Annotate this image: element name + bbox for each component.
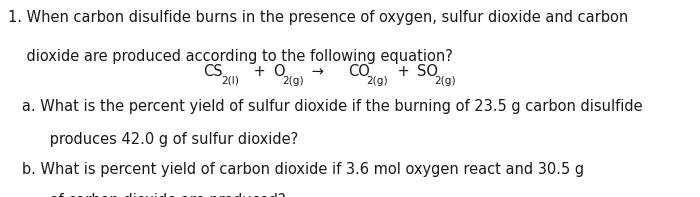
Text: +: + (249, 64, 271, 79)
Text: →: → (307, 64, 328, 79)
Text: O: O (273, 64, 285, 79)
Text: 2(g): 2(g) (282, 76, 304, 86)
Text: of carbon dioxide are produced?: of carbon dioxide are produced? (8, 193, 286, 197)
Text: a. What is the percent yield of sulfur dioxide if the burning of 23.5 g carbon d: a. What is the percent yield of sulfur d… (8, 98, 643, 113)
Text: CS: CS (203, 64, 223, 79)
Text: 1. When carbon disulfide burns in the presence of oxygen, sulfur dioxide and car: 1. When carbon disulfide burns in the pr… (8, 10, 629, 25)
Text: 2(g): 2(g) (366, 76, 388, 86)
Text: dioxide are produced according to the following equation?: dioxide are produced according to the fo… (8, 49, 454, 64)
Text: SO: SO (416, 64, 438, 79)
Text: +: + (393, 64, 414, 79)
Text: CO: CO (348, 64, 370, 79)
Text: 2(l): 2(l) (221, 76, 239, 86)
Text: b. What is percent yield of carbon dioxide if 3.6 mol oxygen react and 30.5 g: b. What is percent yield of carbon dioxi… (8, 162, 584, 177)
Text: 2(g): 2(g) (435, 76, 456, 86)
Text: produces 42.0 g of sulfur dioxide?: produces 42.0 g of sulfur dioxide? (8, 132, 299, 147)
